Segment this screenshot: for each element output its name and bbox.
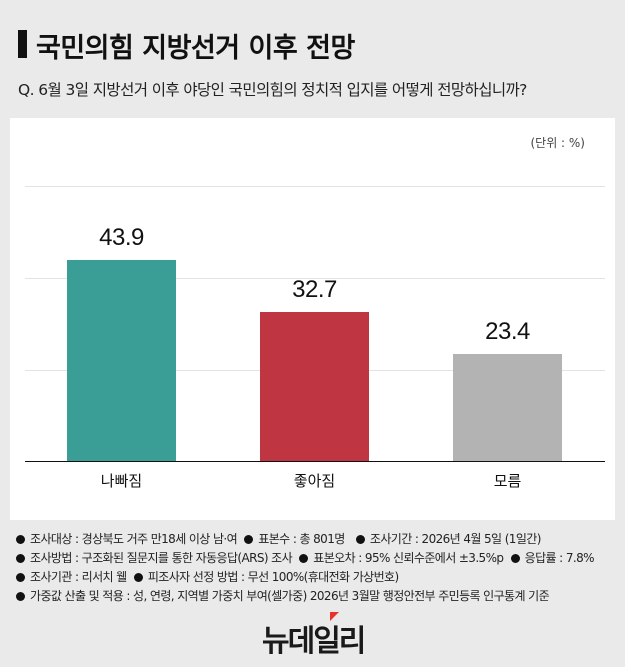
bar-value-label: 43.9 — [99, 224, 144, 252]
bar-value-label: 23.4 — [485, 318, 530, 346]
note-period: 조사기간 : 2026년 4월 5일 (1일간) — [369, 532, 541, 546]
survey-notes: 조사대상 : 경상북도 거주 만18세 이상 남·여 표본수 : 총 801명 … — [16, 530, 595, 606]
logo-red-triangle-icon — [330, 612, 339, 621]
note-response-rate: 응답률 : 7.8% — [524, 551, 595, 565]
note-method: 조사방법 : 구조화된 질문지를 통한 자동응답(ARS) 조사 — [30, 551, 293, 565]
bar-unknown: 23.4 — [453, 318, 562, 462]
bullet-icon — [510, 553, 520, 563]
bullet-icon — [16, 591, 25, 601]
note-target: 조사대상 : 경상북도 거주 만18세 이상 남·여 — [30, 532, 238, 546]
note-line: 가중값 산출 및 적용 : 성, 연령, 지역별 가중치 부여(셀가중) 202… — [16, 587, 594, 606]
unit-label: (단위 : %) — [530, 136, 585, 150]
category-label: 모름 — [493, 472, 522, 490]
bar-value-label: 32.7 — [292, 275, 337, 303]
note-weighting: 가중값 산출 및 적용 : 성, 연령, 지역별 가중치 부여(셀가중) 202… — [30, 589, 550, 603]
note-sample-size: 표본수 : 총 801명 — [258, 532, 345, 546]
bar-bad: 43.9 — [67, 224, 176, 462]
gridline — [25, 278, 605, 279]
note-line: 조사방법 : 구조화된 질문지를 통한 자동응답(ARS) 조사 표본오차 : … — [16, 549, 595, 568]
note-line: 조사기관 : 리서치 웰 피조사자 선정 방법 : 무선 100%(휴대전화 가… — [16, 568, 594, 587]
note-line: 조사대상 : 경상북도 거주 만18세 이상 남·여 표본수 : 총 801명 … — [16, 530, 594, 549]
bullet-icon — [244, 534, 254, 544]
note-margin-of-error: 표본오차 : 95% 신뢰수준에서 ±3.5%p — [313, 551, 504, 565]
note-sampling: 피조사자 선정 방법 : 무선 100%(휴대전화 가상번호) — [147, 570, 399, 584]
survey-question: Q. 6월 3일 지방선거 이후 야당인 국민의힘의 정치적 입지를 어떻게 전… — [18, 81, 527, 99]
bullet-icon — [355, 534, 365, 544]
bullet-icon — [133, 572, 143, 582]
newdaily-logo: 뉴데일리 — [262, 624, 366, 659]
bullet-icon — [16, 553, 25, 563]
bullet-icon — [16, 534, 25, 544]
bar-good: 32.7 — [260, 276, 369, 462]
bullet-icon — [16, 572, 25, 582]
gridline — [25, 186, 605, 187]
title-accent-bar — [18, 30, 27, 58]
chart-card: (단위 : %) 43.9 32.7 23.4 나빠짐 좋아짐 모름 — [10, 118, 615, 520]
category-label: 나빠짐 — [100, 472, 143, 490]
page-title: 국민의힘 지방선거 이후 전망 — [36, 33, 355, 64]
plot-area: 43.9 32.7 23.4 — [25, 186, 605, 462]
bullet-icon — [299, 553, 309, 563]
x-axis-baseline — [25, 460, 605, 462]
category-label: 좋아짐 — [293, 472, 336, 490]
note-agency: 조사기관 : 리서치 웰 — [30, 570, 127, 584]
